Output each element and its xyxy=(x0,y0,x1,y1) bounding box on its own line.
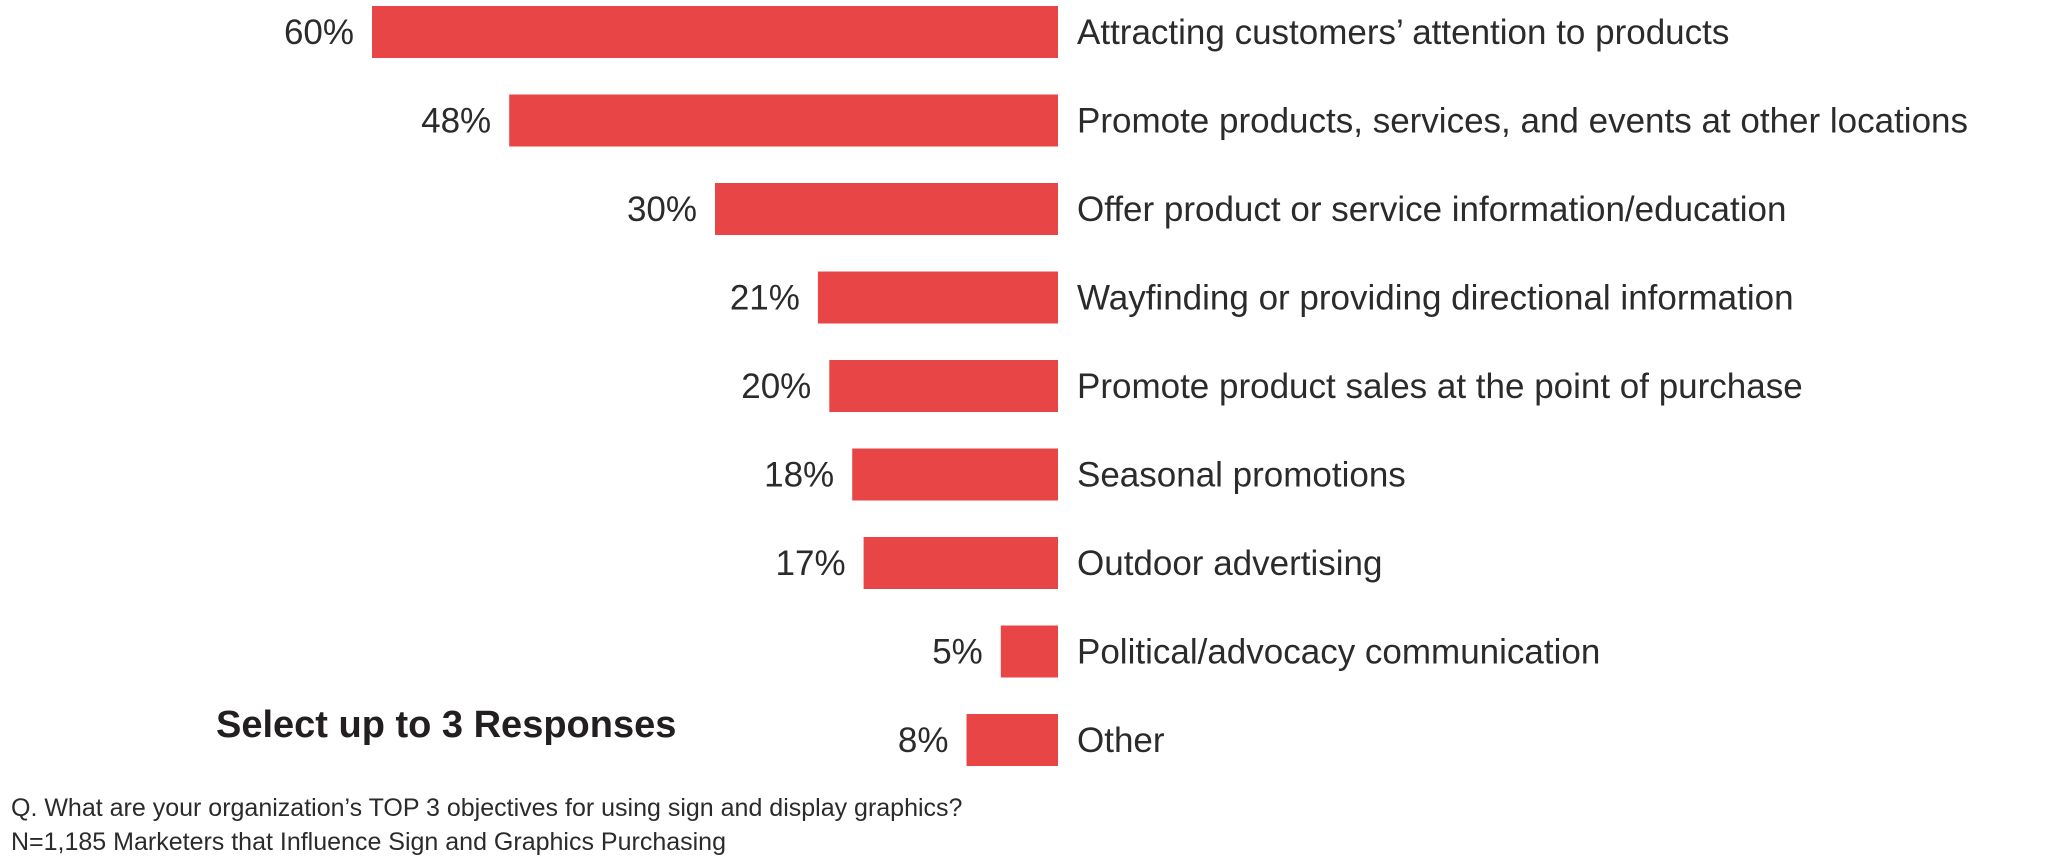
category-label: Other xyxy=(1077,721,1165,760)
bar xyxy=(372,6,1058,58)
category-label: Attracting customers’ attention to produ… xyxy=(1077,13,1729,52)
bar xyxy=(509,94,1058,147)
category-label: Offer product or service information/edu… xyxy=(1077,190,1786,229)
category-label: Political/advocacy communication xyxy=(1077,633,1600,672)
value-label: 60% xyxy=(284,13,354,52)
footnote-sample: N=1,185 Marketers that Influence Sign an… xyxy=(11,828,726,856)
category-label: Wayfinding or providing directional info… xyxy=(1077,279,1794,318)
value-label: 8% xyxy=(898,721,949,760)
bar xyxy=(829,360,1058,412)
value-label: 48% xyxy=(421,102,491,141)
category-label: Seasonal promotions xyxy=(1077,456,1406,495)
instruction-label: Select up to 3 Responses xyxy=(216,704,677,746)
category-label: Promote product sales at the point of pu… xyxy=(1077,367,1803,406)
value-label: 20% xyxy=(741,367,811,406)
value-label: 5% xyxy=(932,633,983,672)
footnote-question: Q. What are your organization’s TOP 3 ob… xyxy=(11,794,963,822)
bar xyxy=(852,448,1058,501)
value-label: 17% xyxy=(776,544,846,583)
bar xyxy=(966,714,1058,766)
bar xyxy=(817,271,1058,324)
footnote: Q. What are your organization’s TOP 3 ob… xyxy=(11,791,962,856)
bar xyxy=(715,183,1058,235)
value-label: 30% xyxy=(627,190,697,229)
value-label: 21% xyxy=(730,279,800,318)
category-label: Promote products, services, and events a… xyxy=(1077,102,1968,141)
bar xyxy=(1000,625,1058,678)
value-label: 18% xyxy=(764,456,834,495)
bar xyxy=(863,537,1058,589)
category-label: Outdoor advertising xyxy=(1077,544,1382,583)
